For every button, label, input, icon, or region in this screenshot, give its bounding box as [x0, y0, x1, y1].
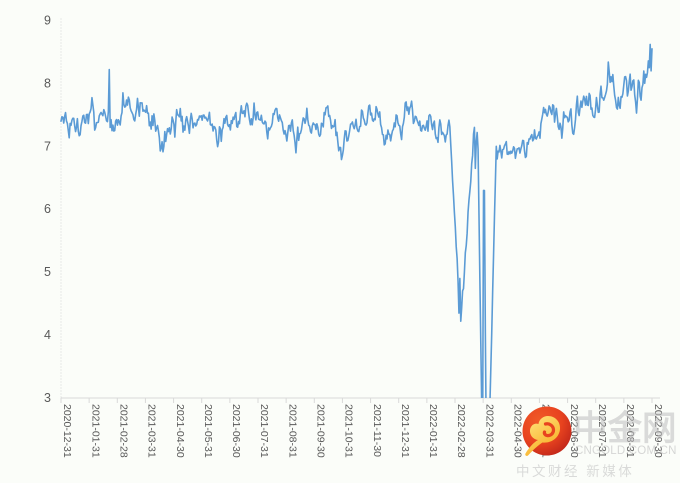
svg-text:2022-03-31: 2022-03-31	[483, 404, 495, 458]
svg-text:CNGOLD.COM.CN: CNGOLD.COM.CN	[575, 445, 677, 457]
svg-text:2022-01-31: 2022-01-31	[427, 404, 439, 458]
svg-text:2021-01-31: 2021-01-31	[89, 404, 101, 458]
svg-text:2022-02-28: 2022-02-28	[455, 404, 467, 458]
svg-text:2021-10-31: 2021-10-31	[343, 404, 355, 458]
svg-text:6: 6	[44, 202, 51, 216]
svg-text:2021-08-31: 2021-08-31	[286, 404, 298, 458]
svg-text:2021-04-30: 2021-04-30	[174, 404, 186, 458]
svg-text:4: 4	[44, 328, 51, 342]
svg-text:2021-09-30: 2021-09-30	[314, 404, 326, 458]
svg-text:8: 8	[44, 76, 51, 90]
svg-text:3: 3	[44, 391, 51, 405]
svg-text:2022-04-30: 2022-04-30	[511, 404, 523, 458]
svg-text:中文财经 新媒体: 中文财经 新媒体	[516, 464, 634, 479]
svg-text:2021-06-30: 2021-06-30	[230, 404, 242, 458]
svg-text:2021-02-28: 2021-02-28	[117, 404, 129, 458]
svg-text:2021-07-31: 2021-07-31	[258, 404, 270, 458]
svg-text:中金网: 中金网	[573, 409, 677, 448]
svg-text:2021-05-31: 2021-05-31	[202, 404, 214, 458]
svg-text:2021-11-30: 2021-11-30	[371, 404, 383, 457]
svg-text:2020-12-31: 2020-12-31	[61, 404, 73, 458]
svg-text:7: 7	[44, 139, 51, 153]
svg-text:5: 5	[44, 265, 51, 279]
svg-text:2021-03-31: 2021-03-31	[146, 404, 158, 458]
svg-text:9: 9	[44, 14, 51, 28]
svg-text:2021-12-31: 2021-12-31	[399, 404, 411, 458]
